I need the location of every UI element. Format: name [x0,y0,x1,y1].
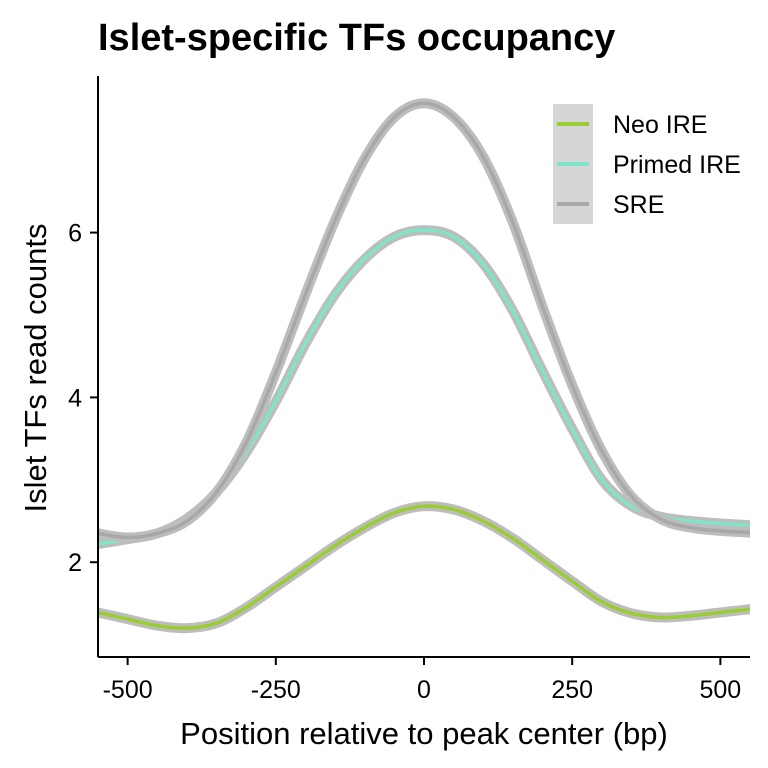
y-tick-label: 2 [68,549,82,577]
series-band [98,501,750,634]
y-tick-label: 6 [68,220,82,248]
series-neo-ire [98,501,750,634]
series-primed-ire [98,225,750,550]
plot-area: -500 -250 0 250 500 2 4 6 [68,76,750,704]
series-line [98,101,750,540]
x-tick-label: 500 [700,676,742,704]
legend-item: Neo IRE [553,104,707,144]
series-band [98,225,750,550]
y-tick-label: 4 [68,384,82,412]
y-axis-title: Islet TFs read counts [18,224,53,513]
legend-label: SRE [613,191,664,219]
series-line [98,504,750,630]
x-axis-title: Position relative to peak center (bp) [180,716,668,751]
series-line [98,228,750,546]
x-axis-ticks: -500 -250 0 250 500 [103,657,742,704]
legend: Neo IRE Primed IRE SRE [553,104,741,224]
x-tick-label: 250 [551,676,593,704]
chart-title: Islet-specific TFs occupancy [98,17,615,59]
legend-item: SRE [553,184,664,224]
legend-label: Primed IRE [613,151,741,179]
legend-item: Primed IRE [553,144,741,184]
y-axis-ticks: 2 4 6 [68,220,98,577]
series-sre [98,98,750,543]
legend-label: Neo IRE [613,111,707,139]
series-layer [98,98,750,634]
x-tick-label: -250 [251,676,301,704]
x-tick-label: -500 [103,676,153,704]
x-tick-label: 0 [417,676,431,704]
